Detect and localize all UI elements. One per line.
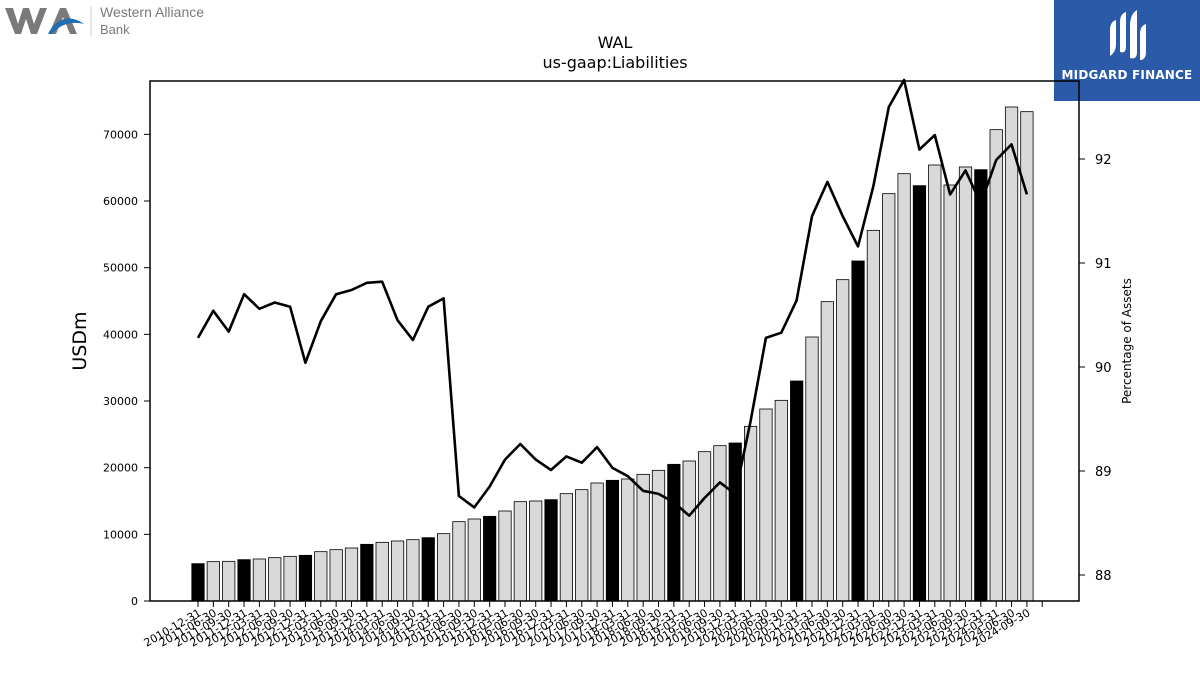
bar-2020-12-31 (805, 336, 819, 602)
bar-2020-09-30 (790, 380, 804, 602)
wa-logo-name: Western Alliance (100, 4, 204, 20)
bar-2012-03-31 (268, 557, 282, 602)
y2-tick-label: 89 (1095, 465, 1112, 480)
bar-2023-06-30 (958, 166, 973, 602)
bar-2024-06-30 (1020, 111, 1034, 602)
bar-2019-12-31 (744, 425, 758, 602)
bar-2012-09-30 (298, 554, 313, 602)
y-axis-left: 0 10000 20000 30000 40000 50000 60000 70000 (103, 128, 150, 608)
bar-2015-12-31 (498, 510, 512, 602)
bar-2022-06-30 (897, 173, 911, 602)
bar-2017-03-31 (575, 489, 589, 602)
bar-series (191, 106, 1034, 602)
y-tick-label: 40000 (103, 328, 138, 341)
bar-2021-03-31 (820, 301, 834, 602)
y2-tick-label: 88 (1095, 569, 1112, 584)
mf-logo-name: MIDGARD FINANCE (1061, 68, 1193, 82)
bar-2011-06-30 (222, 560, 236, 602)
bar-2015-09-30 (483, 515, 497, 602)
bar-2013-09-30 (360, 543, 374, 602)
bar-2013-03-31 (329, 549, 343, 602)
bar-2016-06-30 (529, 500, 543, 602)
bar-2023-12-31 (989, 129, 1003, 602)
y-tick-label: 10000 (103, 528, 138, 541)
bar-2018-06-30 (651, 469, 666, 602)
bar-2022-09-30 (912, 185, 927, 602)
bar-2023-09-30 (974, 169, 988, 602)
bar-2014-09-30 (421, 537, 435, 602)
bar-2020-06-30 (774, 399, 788, 602)
western-alliance-logo: Western Alliance Bank (0, 0, 230, 42)
bar-2011-09-30 (237, 559, 251, 602)
y2-tick-label: 92 (1095, 153, 1112, 168)
bar-2020-03-31 (759, 408, 773, 602)
bar-2017-09-30 (605, 479, 620, 602)
bar-2018-12-31 (682, 460, 696, 602)
bar-2016-12-31 (559, 493, 574, 602)
bar-2016-09-30 (544, 499, 558, 602)
y-tick-label: 20000 (103, 462, 138, 475)
line-series (196, 78, 1029, 518)
y-axis-label: USDm (69, 311, 91, 370)
x-axis: 2010-12-312011-06-302011-09-302011-12-31… (142, 601, 1043, 650)
bar-2014-03-31 (390, 540, 405, 602)
bar-2024-03-31 (1004, 106, 1019, 602)
plot-frame (149, 80, 1080, 602)
y-tick-label: 60000 (103, 195, 138, 208)
bar-2021-12-31 (866, 229, 881, 602)
bar-2022-03-31 (882, 193, 896, 602)
percentage-of-assets-line (196, 78, 1029, 518)
bar-2013-12-31 (375, 541, 389, 602)
chart-subtitle: us-gaap:Liabilities (542, 53, 687, 72)
chart-title: WAL (598, 33, 633, 52)
y-axis-right: 88 89 90 91 92 (1079, 153, 1112, 584)
bar-2021-06-30 (836, 279, 850, 602)
y2-tick-label: 90 (1095, 361, 1112, 376)
bar-2019-06-30 (713, 445, 727, 602)
bar-2011-12-31 (252, 558, 266, 602)
bar-2017-12-31 (621, 478, 635, 602)
wa-logo-mark: Western Alliance Bank (5, 4, 204, 37)
bar-2021-09-30 (851, 260, 865, 602)
y-tick-label: 30000 (103, 395, 138, 408)
bar-2023-03-31 (943, 184, 957, 602)
bar-2012-12-31 (314, 551, 328, 602)
bar-2014-12-31 (436, 533, 451, 602)
bar-2016-03-31 (513, 501, 527, 602)
y2-tick-label: 91 (1095, 257, 1112, 272)
y-tick-label: 70000 (103, 128, 138, 141)
bar-2012-06-30 (283, 555, 297, 602)
bar-2013-06-30 (344, 547, 359, 602)
y2-axis-label: Percentage of Assets (1120, 278, 1134, 404)
bar-2019-03-31 (697, 451, 712, 602)
bar-2014-06-30 (406, 539, 420, 602)
mf-logo-mark (1110, 10, 1146, 60)
y-tick-label: 0 (131, 595, 138, 608)
bar-2022-12-31 (928, 164, 942, 602)
bar-2015-03-31 (452, 521, 466, 602)
bar-2010-12-31 (191, 563, 205, 602)
bar-2018-09-30 (667, 463, 681, 602)
y-tick-label: 50000 (103, 262, 138, 275)
wa-logo-subname: Bank (100, 22, 130, 37)
bar-2019-09-30 (728, 442, 742, 602)
bar-2018-03-31 (636, 473, 650, 602)
bar-2011-03-31 (206, 561, 220, 602)
bar-2015-06-30 (467, 518, 481, 602)
bar-2017-06-30 (590, 482, 604, 602)
midgard-finance-logo: MIDGARD FINANCE (1054, 0, 1200, 101)
